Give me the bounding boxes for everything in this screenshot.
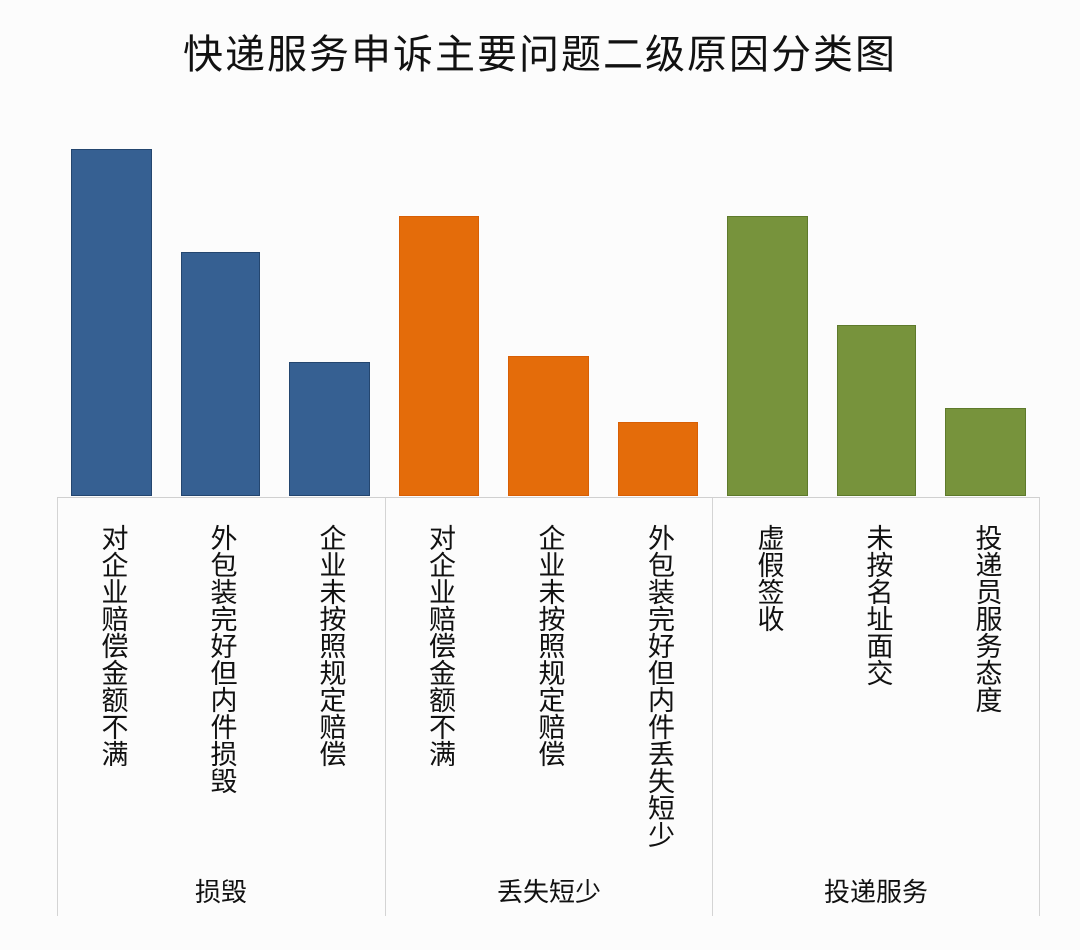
bar	[837, 325, 916, 496]
group-divider	[385, 498, 386, 916]
chart-title: 快递服务申诉主要问题二级原因分类图	[183, 32, 897, 78]
bar	[181, 252, 260, 496]
bar	[727, 216, 808, 496]
bar	[508, 356, 589, 496]
category-label: 对企业赔偿金额不满	[424, 524, 455, 767]
group-divider	[1039, 498, 1040, 916]
group-label-damage: 损毁	[194, 878, 247, 908]
bar	[71, 149, 152, 496]
group-divider	[712, 498, 713, 916]
group-label-loss: 丢失短少	[496, 878, 601, 908]
category-label: 外包装完好但内件丢失短少	[643, 524, 674, 848]
category-label: 对企业赔偿金额不满	[96, 524, 128, 767]
bar	[618, 422, 698, 496]
bar	[399, 216, 479, 496]
bar	[289, 362, 370, 496]
category-label: 企业未按照规定赔偿	[314, 524, 346, 767]
category-label: 未按名址面交	[861, 524, 893, 686]
x-axis-line	[57, 497, 1040, 498]
group-label-delivery: 投递服务	[823, 878, 928, 908]
category-label: 企业未按照规定赔偿	[533, 524, 565, 767]
bar	[945, 408, 1026, 496]
category-label: 投递员服务态度	[970, 524, 1002, 713]
category-label: 外包装完好但内件损毁	[205, 524, 237, 794]
group-divider	[57, 498, 58, 916]
category-label: 虚假签收	[752, 524, 784, 632]
